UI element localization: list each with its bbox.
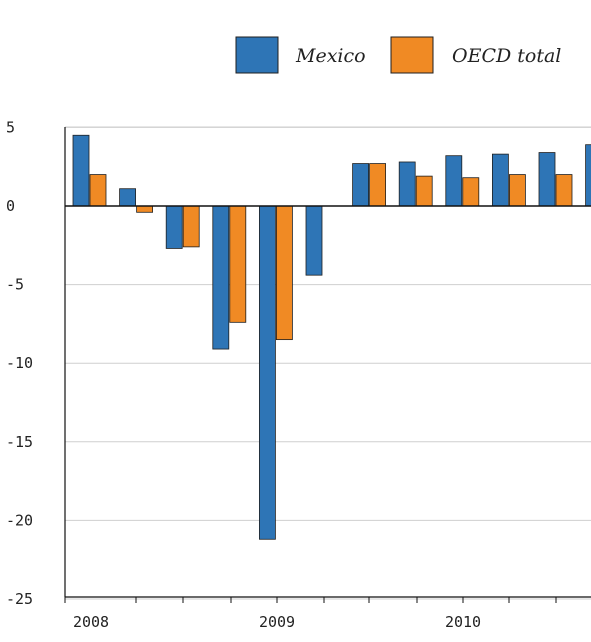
y-tick-label: -10 bbox=[6, 354, 33, 372]
y-tick-label: -25 bbox=[6, 590, 33, 608]
bar-mexico bbox=[491, 153, 509, 207]
bar-oecd-total bbox=[182, 205, 200, 248]
bar-oecd-total bbox=[136, 205, 154, 213]
tick-labels: 5 0 -5 -10 -15 -20 -25 2008 2009 2010 bbox=[6, 118, 481, 631]
bar-oecd-total bbox=[369, 163, 387, 207]
bar-oecd-total bbox=[555, 174, 573, 207]
bar-mexico bbox=[212, 205, 230, 350]
legend-swatch-oecd-total bbox=[390, 36, 434, 74]
bar-mexico bbox=[258, 205, 276, 540]
axes bbox=[64, 127, 591, 603]
grid-lines bbox=[65, 126, 591, 600]
bar-mexico bbox=[398, 161, 416, 207]
bar-mexico bbox=[305, 205, 323, 276]
bar-oecd-total bbox=[508, 174, 526, 207]
bar-mexico bbox=[119, 188, 136, 207]
y-tick-label: -15 bbox=[6, 433, 33, 451]
bar-oecd-total bbox=[275, 205, 293, 341]
bar-mexico bbox=[352, 163, 370, 207]
legend: Mexico OECD total bbox=[235, 36, 561, 74]
x-tick-label: 2009 bbox=[259, 613, 295, 631]
bar-mexico bbox=[538, 152, 556, 207]
y-tick-label: -20 bbox=[6, 511, 33, 529]
y-tick-label: -5 bbox=[6, 276, 24, 294]
legend-label-mexico: Mexico bbox=[295, 45, 366, 67]
x-tick-label: 2008 bbox=[73, 613, 109, 631]
y-tick-label: 5 bbox=[6, 118, 15, 136]
legend-label-oecd-total: OECD total bbox=[452, 45, 561, 67]
bar-mexico bbox=[585, 144, 591, 207]
bar-mexico bbox=[445, 155, 463, 207]
bar-mexico bbox=[165, 205, 183, 249]
bar-oecd-total bbox=[89, 174, 107, 207]
legend-swatch-mexico bbox=[235, 36, 279, 74]
x-tick-label: 2010 bbox=[445, 613, 481, 631]
y-tick-label: 0 bbox=[6, 197, 15, 215]
bar-oecd-total bbox=[229, 205, 247, 323]
bar-oecd-total bbox=[462, 177, 480, 207]
bar-oecd-total bbox=[415, 175, 433, 207]
bars bbox=[72, 134, 591, 540]
bar-mexico bbox=[72, 134, 90, 207]
